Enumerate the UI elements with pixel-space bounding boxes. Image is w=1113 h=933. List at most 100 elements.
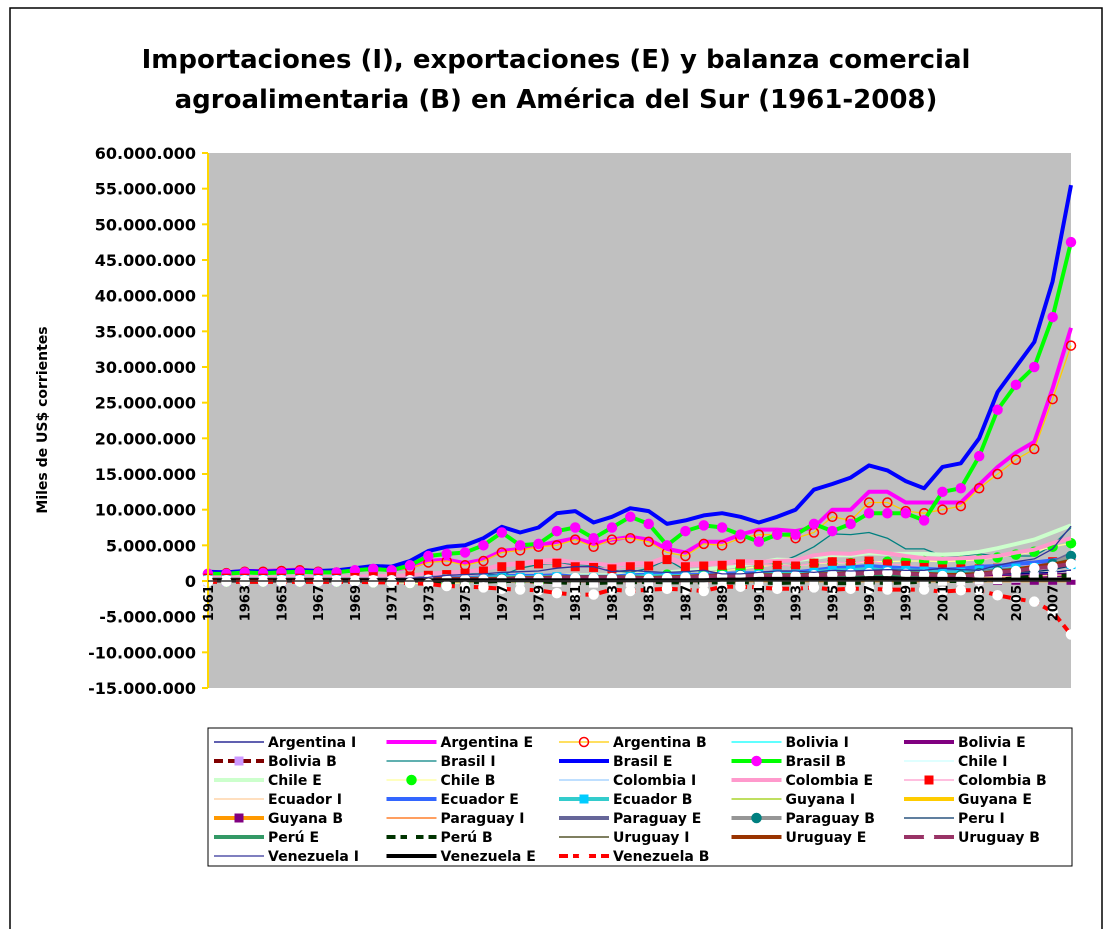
legend-label: Perú E: [268, 830, 319, 846]
x-tick-label: 1975: [459, 585, 474, 621]
data-point: [808, 518, 820, 530]
data-point: [973, 483, 985, 494]
data-point: [1029, 596, 1040, 607]
y-tick-label: 45.000.000: [95, 251, 196, 270]
x-tick-label: 2005: [1010, 585, 1025, 621]
data-point: [625, 532, 636, 544]
y-tick-label: 0: [185, 572, 196, 591]
data-point: [680, 562, 690, 572]
data-point: [459, 581, 471, 592]
y-tick-label: -10.000.000: [88, 643, 196, 662]
legend-label: Paraguay E: [613, 811, 701, 827]
data-point: [441, 580, 452, 592]
x-tick-label: 1999: [900, 585, 915, 621]
data-point: [662, 555, 672, 565]
data-point: [973, 450, 985, 462]
x-tick-label: 1965: [275, 585, 290, 621]
x-tick-label: 1967: [312, 585, 327, 621]
data-point: [882, 578, 892, 588]
data-point: [901, 577, 911, 587]
data-point: [900, 507, 911, 519]
data-point: [864, 577, 874, 587]
data-point: [882, 584, 893, 595]
data-point: [643, 536, 654, 548]
x-tick-label: 2001: [936, 585, 951, 621]
y-tick-label: -15.000.000: [88, 679, 196, 698]
data-point: [827, 525, 838, 537]
data-point: [478, 582, 489, 593]
data-point: [1048, 571, 1058, 581]
data-point: [809, 558, 819, 568]
data-point: [1047, 606, 1058, 617]
data-point: [845, 583, 856, 595]
data-point: [1029, 443, 1040, 455]
x-tick-label: 1983: [606, 585, 621, 621]
data-point: [404, 560, 416, 571]
data-point: [625, 585, 636, 597]
x-tick-label: 1981: [569, 585, 584, 621]
legend-label: Venezuela E: [441, 849, 536, 865]
y-tick-label: 35.000.000: [95, 322, 196, 341]
legend-label: Chile B: [441, 773, 496, 789]
data-point: [735, 581, 746, 592]
data-point: [716, 522, 728, 533]
data-point: [698, 585, 710, 597]
data-point: [533, 538, 544, 550]
legend-label: Guyana E: [958, 792, 1032, 808]
data-point: [606, 522, 618, 533]
data-point: [460, 568, 470, 578]
data-point: [992, 468, 1003, 480]
y-tick-label: 20.000.000: [95, 429, 196, 448]
data-point: [497, 562, 507, 572]
data-point: [827, 578, 837, 588]
data-point: [900, 584, 911, 595]
legend-marker: [751, 755, 762, 767]
legend-marker: [578, 850, 590, 862]
data-point: [441, 548, 452, 560]
x-tick-label: 1979: [533, 585, 548, 621]
legend-label: Guyana B: [268, 811, 343, 827]
data-point: [973, 585, 985, 596]
data-point: [1065, 558, 1077, 570]
data-point: [496, 547, 508, 558]
y-tick-label: -5.000.000: [99, 608, 196, 627]
data-point: [569, 534, 581, 545]
legend-marker: [407, 832, 416, 842]
data-point: [680, 550, 691, 562]
legend-marker: [234, 756, 244, 766]
data-point: [1047, 311, 1058, 323]
y-tick-label: 30.000.000: [95, 358, 196, 377]
data-point: [1065, 340, 1077, 351]
data-point: [882, 559, 892, 569]
y-tick-label: 40.000.000: [95, 287, 196, 306]
y-tick-label: 25.000.000: [95, 394, 196, 413]
data-point: [569, 589, 581, 600]
data-point: [918, 584, 930, 595]
data-point: [992, 590, 1003, 601]
data-point: [716, 540, 728, 551]
data-point: [478, 540, 489, 551]
data-point: [882, 507, 893, 519]
data-point: [661, 583, 673, 595]
data-point: [1029, 562, 1040, 574]
data-point: [698, 520, 710, 531]
data-point: [937, 586, 948, 597]
data-point: [1010, 454, 1022, 465]
data-point: [937, 486, 948, 498]
chart-border: [9, 7, 1103, 929]
data-point: [992, 567, 1003, 578]
chart-title: agroalimentaria (B) en América del Sur (…: [175, 85, 938, 115]
data-point: [955, 483, 967, 494]
data-point: [589, 562, 599, 572]
data-point: [827, 511, 838, 523]
y-axis-title: Miles de US$ corrientes: [35, 326, 51, 513]
data-point: [423, 550, 434, 562]
legend-label: Venezuela I: [268, 849, 359, 865]
data-point: [680, 525, 691, 537]
data-point: [699, 561, 709, 571]
data-point: [607, 564, 617, 574]
data-point: [588, 589, 599, 600]
data-point: [717, 560, 727, 570]
data-point: [588, 532, 599, 544]
